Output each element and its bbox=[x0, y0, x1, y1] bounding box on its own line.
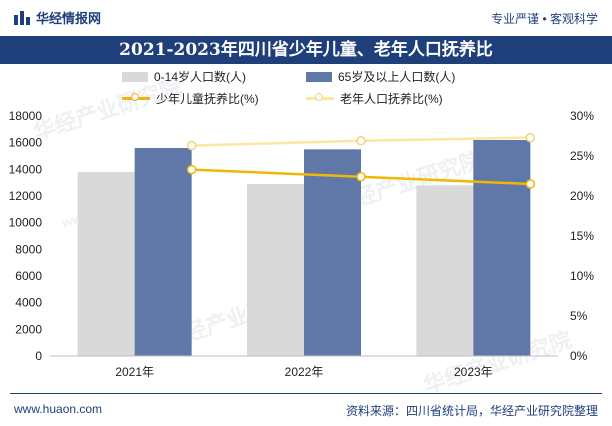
legend-item-elderly-pop[interactable]: 65岁及以上人口数(人) bbox=[306, 68, 455, 85]
legend-swatch bbox=[122, 71, 148, 82]
bar-elderly-pop bbox=[473, 140, 531, 356]
bar-elderly-pop bbox=[304, 149, 361, 356]
elderly-ratio-point bbox=[356, 136, 366, 146]
page-header: 华经情报网 专业严谨 • 客观科学 bbox=[0, 0, 612, 34]
legend-label: 65岁及以上人口数(人) bbox=[338, 70, 456, 84]
child-ratio-point bbox=[186, 164, 197, 175]
elderly-ratio-point bbox=[186, 140, 197, 151]
bar-elderly-pop bbox=[134, 148, 192, 356]
chart-title: 2021-2023年四川省少年儿童、老年人口抚养比 bbox=[0, 36, 612, 64]
y-right-tick-label: 25% bbox=[570, 149, 594, 163]
child-ratio-point bbox=[356, 172, 366, 182]
legend-swatch bbox=[122, 93, 150, 101]
legend-label: 0-14岁人口数(人) bbox=[154, 70, 247, 84]
legend-swatch bbox=[306, 71, 332, 82]
brand-name: 华经情报网 bbox=[36, 11, 102, 26]
y-left-tick-label: 14000 bbox=[9, 162, 43, 176]
chart-plot: 0 2000 4000 6000 8000 10000 12000 14000 16000 180… bbox=[9, 110, 595, 379]
y-left-tick-label: 4000 bbox=[15, 296, 42, 310]
legend-label: 老年人口抚养比(%) bbox=[340, 92, 443, 106]
y-left-tick-label: 16000 bbox=[9, 136, 43, 150]
y-left-tick-label: 8000 bbox=[15, 242, 42, 256]
legend-item-elderly-ratio[interactable]: 老年人口抚养比(%) bbox=[306, 90, 443, 107]
bar-children-pop bbox=[247, 184, 304, 356]
x-tick-label: 2022年 bbox=[285, 365, 324, 379]
brand[interactable]: 华经情报网 bbox=[14, 8, 101, 27]
y-left-tick-label: 12000 bbox=[9, 189, 43, 203]
footer-divider bbox=[10, 393, 602, 394]
legend-label: 少年儿童抚养比(%) bbox=[156, 92, 259, 106]
source-note: 资料来源：四川省统计局，华经产业研究院整理 bbox=[345, 404, 598, 418]
y-right-tick-label: 20% bbox=[570, 189, 594, 203]
bar-children-pop bbox=[77, 172, 135, 356]
y-left-tick-label: 18000 bbox=[9, 110, 43, 123]
elderly-ratio-point bbox=[525, 132, 536, 143]
legend-swatch bbox=[306, 93, 334, 101]
y-right-tick-label: 0% bbox=[570, 349, 588, 363]
x-tick-label: 2021年 bbox=[115, 365, 154, 379]
y-right-tick-label: 5% bbox=[570, 309, 588, 323]
y-left-tick-label: 2000 bbox=[15, 322, 42, 336]
legend-item-child-ratio[interactable]: 少年儿童抚养比(%) bbox=[122, 90, 259, 107]
y-left-tick-label: 0 bbox=[35, 349, 42, 363]
x-tick-label: 2023年 bbox=[454, 365, 493, 379]
y-right-tick-label: 30% bbox=[570, 110, 594, 123]
y-left-tick-label: 10000 bbox=[9, 216, 43, 230]
bar-children-pop bbox=[416, 185, 474, 356]
page-footer: www.huaon.com 资料来源：四川省统计局，华经产业研究院整理 bbox=[0, 393, 612, 426]
bar-chart-logo-icon bbox=[14, 10, 30, 25]
chart-legend: 0-14岁人口数(人) 65岁及以上人口数(人) 少年儿童抚养比(%) 老年人口… bbox=[0, 66, 612, 110]
tagline: 专业严谨 • 客观科学 bbox=[491, 12, 598, 26]
y-right-tick-label: 10% bbox=[570, 269, 594, 283]
footer-url-link[interactable]: www.huaon.com bbox=[14, 402, 103, 416]
child-ratio-point bbox=[525, 179, 536, 189]
legend-item-children-pop[interactable]: 0-14岁人口数(人) bbox=[122, 68, 246, 85]
y-left-tick-label: 6000 bbox=[15, 269, 42, 283]
y-right-tick-label: 15% bbox=[570, 229, 594, 243]
